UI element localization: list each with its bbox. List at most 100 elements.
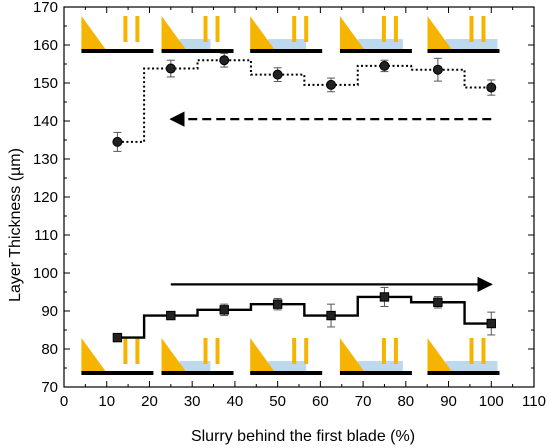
inset-schematic-bottom [250,338,323,375]
substrate [427,49,500,53]
series-1-point [219,55,230,66]
y-tick-label: 130 [33,151,58,168]
annotation-layer [169,111,493,293]
series-2-point [433,297,443,307]
y-tick-label: 80 [41,341,58,358]
second-blade [393,338,398,364]
reservoir-wedge [427,338,452,371]
axes-layer: 0 10 20 30 40 50 60 70 80 90 100 110 70 80 90 100 110 120… [33,0,546,410]
reservoir-wedge [81,338,106,371]
reservoir-wedge [427,16,452,49]
first-blade [292,16,297,42]
x-tick-label: 70 [355,393,372,410]
reservoir-wedge [161,338,186,371]
inset-schematic-top [81,16,154,53]
y-tick-label: 90 [41,303,58,320]
substrate [339,371,412,375]
substrate [81,49,154,53]
second-blade [481,338,486,364]
series-1-point [486,82,497,93]
series-2-point [166,310,176,321]
y-tick-label: 150 [33,75,58,92]
reservoir-wedge [81,16,106,49]
x-tick-label: 90 [440,393,457,410]
substrate [339,49,412,53]
inset-schematic-bottom [161,338,234,375]
inset-schematic-top [250,16,323,53]
substrate [161,49,234,53]
slurry-fill [445,39,498,49]
reservoir-wedge [250,16,275,49]
y-tick-label: 140 [33,113,58,130]
x-tick-label: 0 [60,393,68,410]
first-blade [203,338,208,364]
y-axis-title: Layer Thickness (µm) [7,148,24,302]
series-1-point [165,63,176,74]
inset-schematic-top [427,16,500,53]
y-tick-label: 170 [33,0,58,16]
first-blade [123,338,128,364]
series-1-point [326,79,337,90]
plot-frame [63,6,535,388]
first-blade [469,16,474,42]
series-2-point [326,310,336,321]
x-tick-label: 20 [141,393,158,410]
first-blade [203,16,208,42]
first-blade [381,16,386,42]
first-blade [469,338,474,364]
x-tick-label: 80 [397,393,414,410]
substrate [250,371,323,375]
y-tick-label: 110 [34,227,58,244]
slurry-fill [357,361,403,371]
first-blade [123,16,128,42]
reservoir-wedge [161,16,186,49]
inset-layer [81,16,500,375]
slurry-fill [268,39,307,49]
x-tick-label: 10 [98,393,115,410]
series-1-point [112,136,123,147]
series-1-point [272,69,283,80]
reservoir-wedge [339,16,364,49]
x-tick-label: 110 [522,393,546,410]
inset-schematic-bottom [81,338,154,375]
slurry-fill [179,39,211,49]
substrate [161,371,234,375]
series-1-point [379,60,390,71]
y-tick-label: 100 [33,265,58,282]
inset-schematic-top [161,16,234,53]
slurry-fill [268,361,307,371]
x-tick-label: 100 [479,393,504,410]
substrate [81,371,154,375]
inset-schematic-bottom [427,338,500,375]
series-2-point [272,299,283,309]
reservoir-wedge [339,338,364,371]
series-2-point [486,318,496,329]
y-tick-label: 160 [33,37,58,54]
second-blade [393,16,398,42]
second-blade [215,338,220,364]
second-blade [304,338,309,364]
inset-schematic-top [339,16,412,53]
slurry-fill [179,361,211,371]
second-blade [481,16,486,42]
second-blade [135,16,140,42]
series-layer [112,52,497,343]
second-blade [304,16,309,42]
series-2-point [112,332,123,343]
series-2-point [219,305,229,315]
inset-schematic-bottom [339,338,412,375]
substrate [427,371,500,375]
slurry-fill [357,39,403,49]
reservoir-wedge [250,338,275,371]
x-tick-label: 50 [269,393,286,410]
y-tick-label: 120 [33,189,58,206]
y-tick-label: 70 [41,379,58,396]
second-blade [215,16,220,42]
second-blade [135,338,140,364]
first-blade [381,338,386,364]
x-tick-label: 30 [184,393,201,410]
series-1-point [432,64,443,75]
x-tick-label: 60 [312,393,329,410]
